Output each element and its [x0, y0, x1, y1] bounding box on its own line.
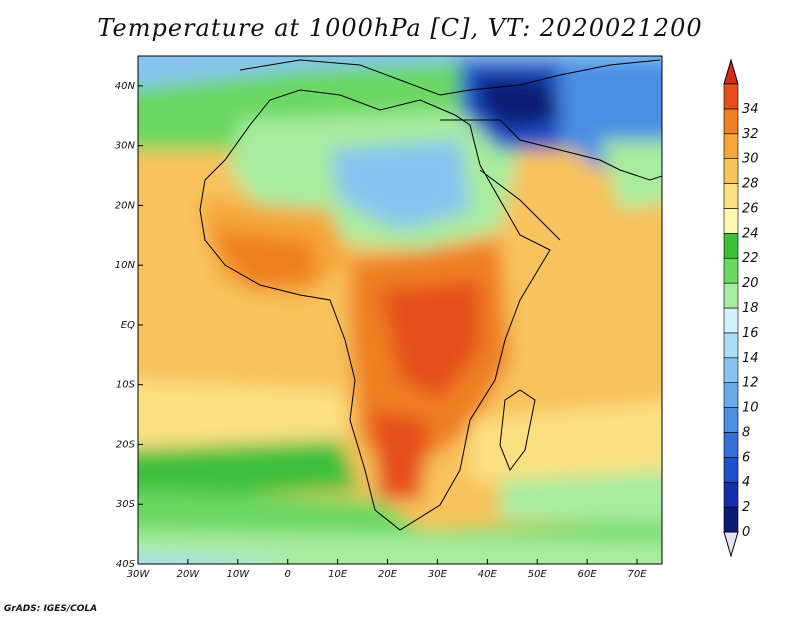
coastlines — [199, 59, 662, 531]
colorbar-swatch — [723, 407, 739, 433]
colorbar-swatch — [723, 108, 739, 135]
lon-label: 10E — [328, 569, 348, 580]
lon-label: 30E — [428, 569, 448, 580]
colorbar-label: 2 — [742, 500, 750, 515]
lat-label: 10N — [115, 260, 136, 271]
colorbar-swatch — [723, 282, 739, 309]
colorbar-swatch — [723, 183, 739, 209]
lon-label: 30W — [127, 569, 151, 580]
colorbar-label: 4 — [742, 475, 750, 490]
colorbar-label: 0 — [742, 525, 750, 540]
colorbar-label: 34 — [742, 102, 759, 117]
colorbar-swatch — [723, 233, 739, 259]
lon-axis: 30W 20W 10W 0 10E 20E 30E 40E 50E 60E 70E — [127, 559, 648, 580]
colorbar-label: 14 — [742, 351, 759, 366]
colorbar-label: 8 — [742, 425, 750, 440]
map-frame — [137, 55, 663, 565]
colorbar-swatch — [723, 208, 739, 234]
lat-label: 20S — [116, 439, 136, 450]
lat-label: 20N — [115, 200, 136, 211]
lat-label: 40S — [116, 559, 136, 570]
colorbar-label: 24 — [742, 226, 759, 241]
lon-label: 50E — [528, 569, 548, 580]
lon-label: 10W — [226, 569, 250, 580]
colorbar-swatch — [723, 457, 739, 483]
colorbar-label: 28 — [742, 177, 759, 192]
colorbar-under-triangle — [723, 531, 739, 558]
colorbar-swatch — [723, 83, 739, 110]
lat-label: EQ — [121, 320, 135, 331]
colorbar-swatch — [723, 133, 739, 159]
colorbar-label: 12 — [742, 376, 759, 391]
colorbar-label: 26 — [742, 201, 759, 216]
colorbar-swatch — [723, 357, 739, 383]
lat-label: 40N — [115, 81, 136, 92]
colorbar-label: 6 — [742, 450, 750, 465]
colorbar-label: 22 — [742, 251, 759, 266]
colorbar-label: 16 — [742, 326, 759, 341]
lat-label: 30N — [115, 141, 136, 152]
colorbar-swatch — [723, 382, 739, 408]
colorbar-over-triangle — [723, 58, 739, 85]
lon-label: 60E — [578, 569, 598, 580]
colorbar-swatch — [723, 257, 739, 284]
colorbar-label: 10 — [742, 401, 759, 416]
lat-label: 30S — [116, 499, 136, 510]
grads-credit: GrADS: IGES/COLA — [4, 604, 98, 614]
colorbar-swatch — [723, 332, 739, 359]
lon-label: 40E — [478, 569, 498, 580]
lon-label: 20E — [378, 569, 398, 580]
colorbar-label: 18 — [742, 301, 759, 316]
lon-label: 20W — [177, 569, 201, 580]
colorbar-swatch — [723, 158, 739, 184]
colorbar-label: 32 — [742, 127, 759, 142]
colorbar-label: 20 — [742, 276, 759, 291]
colorbar-swatch — [723, 506, 739, 533]
colorbar-swatch — [723, 481, 739, 508]
temperature-field — [138, 56, 662, 564]
map-title: Temperature at 1000hPa [C], VT: 20200212… — [97, 14, 703, 42]
lon-label: 70E — [628, 569, 648, 580]
colorbar-swatch — [723, 432, 739, 458]
colorbar-swatch — [723, 307, 739, 334]
lat-axis: 40N 30N 20N 10N EQ 10S 20S 30S 40S — [115, 81, 143, 570]
colorbar-label: 30 — [742, 152, 759, 167]
lon-label: 0 — [285, 569, 291, 580]
lat-label: 10S — [116, 380, 136, 391]
